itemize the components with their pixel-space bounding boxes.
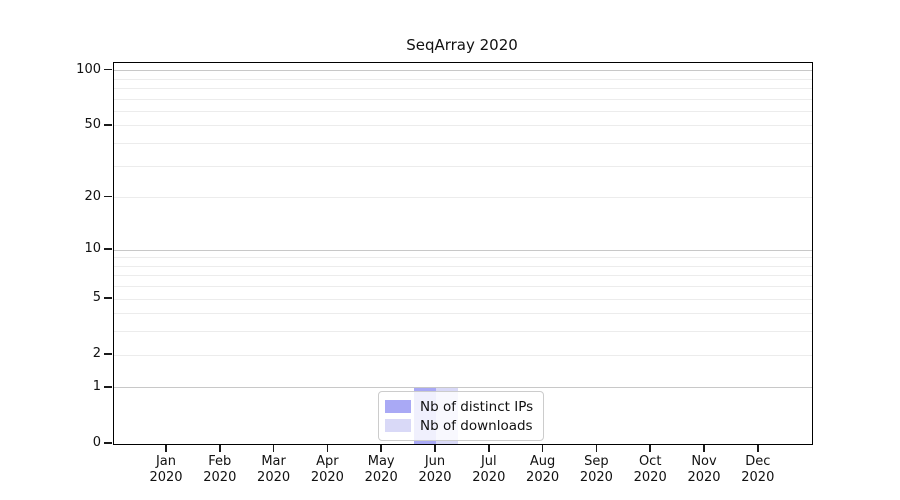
legend-item-downloads: Nb of downloads — [385, 416, 535, 435]
minor-gridline-40 — [114, 143, 812, 145]
major-gridline-1 — [114, 387, 812, 389]
y-tick-label-10: 10 — [84, 241, 101, 256]
legend-item-distinct-ips: Nb of distinct IPs — [385, 397, 535, 416]
minor-gridline-50 — [114, 125, 812, 127]
x-tick-apr — [326, 445, 329, 452]
legend-label-distinct-ips: Nb of distinct IPs — [420, 398, 534, 415]
x-tick-label-nov: Nov 2020 — [687, 454, 721, 485]
legend-label-downloads: Nb of downloads — [420, 417, 533, 434]
y-tick-1 — [104, 386, 112, 388]
x-tick-label-jul: Jul 2020 — [472, 454, 506, 485]
minor-gridline-3 — [114, 331, 812, 333]
minor-gridline-2 — [114, 354, 812, 356]
y-tick-label-5: 5 — [92, 290, 101, 306]
x-tick-label-apr: Apr 2020 — [310, 454, 344, 485]
chart-title: SeqArray 2020 — [406, 36, 518, 54]
x-tick-label-mar: Mar 2020 — [257, 454, 291, 485]
minor-gridline-80 — [114, 87, 812, 89]
y-tick-20 — [104, 195, 112, 198]
major-gridline-10 — [114, 249, 812, 251]
minor-gridline-70 — [114, 98, 812, 100]
x-tick-jan — [165, 445, 167, 452]
minor-gridline-4 — [114, 313, 812, 315]
minor-gridline-7 — [114, 275, 812, 277]
x-tick-sep — [595, 445, 598, 452]
x-tick-oct — [649, 445, 651, 452]
legend: Nb of distinct IPs Nb of downloads — [378, 391, 544, 441]
y-tick-label-20: 20 — [84, 188, 101, 204]
y-tick-50 — [104, 124, 112, 126]
x-tick-jun — [434, 445, 436, 452]
y-tick-5 — [104, 297, 112, 299]
y-tick-label-2: 2 — [92, 346, 101, 362]
x-tick-label-aug: Aug 2020 — [526, 454, 560, 485]
x-tick-label-jun: Jun 2020 — [418, 454, 452, 485]
minor-gridline-20 — [114, 197, 812, 199]
x-tick-feb — [219, 445, 221, 452]
minor-gridline-9 — [114, 257, 812, 259]
y-tick-label-0: 0 — [92, 435, 101, 450]
y-tick-0 — [104, 442, 112, 444]
minor-gridline-5 — [114, 298, 812, 300]
minor-gridline-60 — [114, 110, 812, 112]
minor-gridline-6 — [114, 286, 812, 288]
y-tick-label-1: 1 — [92, 378, 101, 394]
y-tick-label-100: 100 — [76, 61, 101, 77]
x-tick-label-may: May 2020 — [364, 454, 398, 485]
legend-swatch-downloads — [385, 419, 411, 432]
minor-gridline-90 — [114, 78, 812, 80]
x-tick-may — [380, 445, 382, 452]
major-gridline-100 — [114, 70, 812, 72]
x-tick-nov — [703, 445, 705, 452]
y-tick-2 — [104, 353, 112, 355]
y-tick-label-50: 50 — [84, 116, 101, 132]
minor-gridline-30 — [114, 165, 812, 167]
x-tick-label-sep: Sep 2020 — [579, 454, 613, 485]
legend-swatch-distinct-ips — [385, 400, 411, 413]
y-tick-100 — [104, 68, 112, 71]
y-tick-10 — [104, 248, 112, 250]
x-tick-jul — [488, 445, 490, 452]
minor-gridline-8 — [114, 265, 812, 267]
x-tick-label-jan: Jan 2020 — [149, 454, 183, 485]
plot-area: Nb of distinct IPs Nb of downloads — [113, 62, 813, 445]
x-tick-label-oct: Oct 2020 — [633, 454, 667, 485]
x-tick-dec — [757, 445, 759, 452]
x-tick-label-dec: Dec 2020 — [741, 454, 775, 485]
x-tick-label-feb: Feb 2020 — [203, 454, 237, 485]
x-tick-aug — [541, 445, 544, 452]
x-tick-mar — [272, 445, 275, 452]
